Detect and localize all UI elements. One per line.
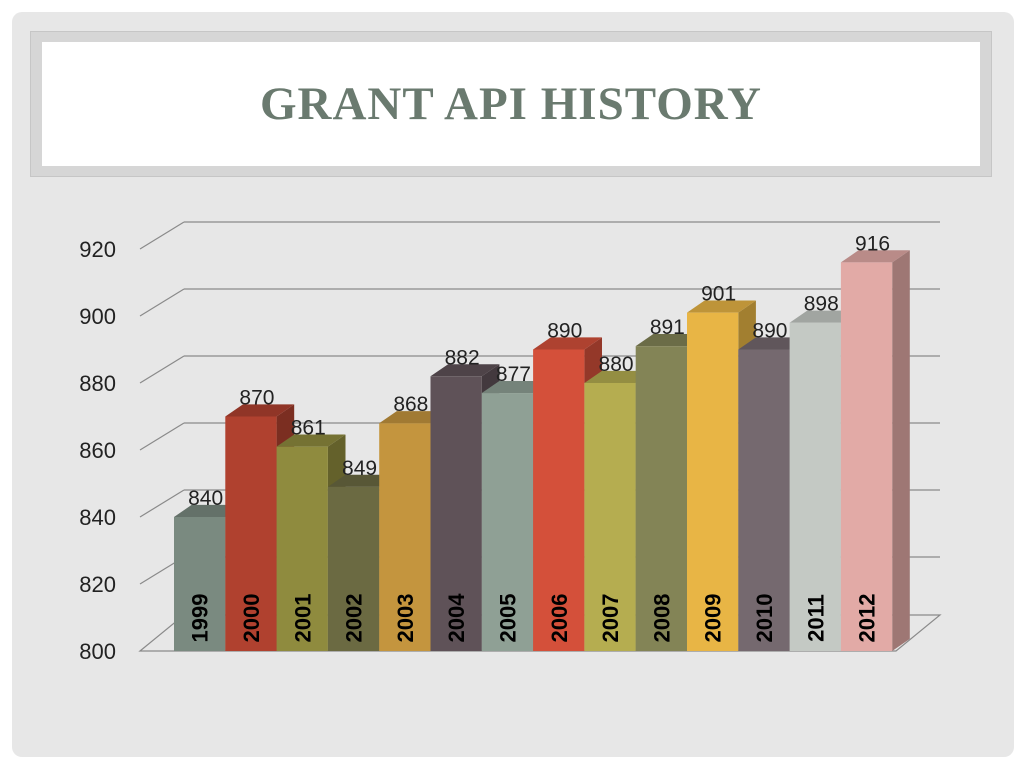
data-label: 880: [599, 353, 634, 376]
gridline-side: [139, 221, 185, 250]
gridline-side: [139, 489, 185, 518]
bar-front: [327, 486, 380, 651]
bar-front: [481, 393, 534, 651]
bar-series: 1999 2000 2001 2002 2003 2004 2005 2006 2007 2008…: [174, 250, 910, 652]
y-tick-label: 820: [79, 572, 116, 597]
bar-side: [892, 250, 910, 652]
data-label: 868: [393, 393, 428, 416]
x-tick-label: 2007: [598, 594, 623, 643]
bar-front: [225, 416, 277, 651]
y-axis: 800 820 840 860 880 900 920: [79, 237, 116, 664]
bar-front: [840, 262, 893, 651]
bar-front: [533, 349, 585, 651]
bar-top: [430, 364, 500, 377]
y-tick-label: 860: [79, 438, 116, 463]
x-tick-label: 2012: [855, 594, 880, 643]
x-tick-label: 2008: [649, 594, 674, 643]
bar-top: [533, 337, 602, 350]
x-tick-label: 1999: [188, 594, 213, 643]
bar-2012: 2012: [840, 250, 910, 652]
x-tick-label: 2005: [495, 594, 520, 643]
x-tick-label: 2009: [701, 594, 726, 643]
y-tick-label: 920: [79, 237, 116, 262]
data-label: 916: [855, 232, 890, 255]
data-label: 890: [752, 320, 787, 343]
x-tick-label: 2010: [752, 594, 777, 643]
x-tick-label: 2002: [342, 594, 367, 643]
data-label: 891: [650, 316, 685, 339]
gridline-side: [139, 422, 185, 451]
data-label: 901: [701, 283, 736, 306]
x-tick-label: 2003: [393, 594, 418, 643]
bar-top: [276, 434, 346, 447]
y-tick-label: 880: [79, 371, 116, 396]
x-tick-label: 2001: [290, 594, 315, 643]
x-tick-label: 2000: [239, 594, 264, 643]
x-tick-label: 2011: [803, 594, 828, 642]
data-label: 898: [804, 293, 839, 316]
bar-front: [635, 346, 687, 651]
data-label: 882: [445, 346, 480, 369]
bar-top: [225, 404, 295, 417]
y-tick-label: 900: [79, 304, 116, 329]
data-label: 861: [291, 417, 326, 440]
data-label: 870: [239, 387, 274, 410]
bar-front: [174, 517, 226, 651]
bar-top: [687, 300, 756, 313]
bar-front: [430, 376, 482, 651]
slide-title: GRANT API HISTORY: [259, 78, 762, 130]
bar-front: [738, 349, 790, 651]
gridline-side: [139, 288, 185, 317]
gridline-side: [139, 355, 185, 384]
data-label: 849: [342, 457, 377, 480]
data-label: 890: [547, 320, 582, 343]
y-tick-label: 840: [79, 505, 116, 530]
y-tick-label: 800: [79, 639, 116, 664]
bar-front: [276, 446, 328, 651]
bar-front: [584, 383, 636, 651]
bar-front: [379, 423, 431, 651]
title-box: [42, 42, 980, 166]
x-tick-label: 2006: [547, 594, 572, 643]
bar-top: [840, 250, 910, 263]
bar-front: [687, 312, 739, 651]
data-label: 840: [188, 487, 223, 510]
data-label: 877: [496, 363, 531, 386]
data-labels: 840 870 861 849 868 882 877 890 880 891 901 890 898 9…: [188, 232, 890, 510]
bar-front: [789, 322, 841, 651]
x-tick-label: 2004: [444, 593, 469, 643]
